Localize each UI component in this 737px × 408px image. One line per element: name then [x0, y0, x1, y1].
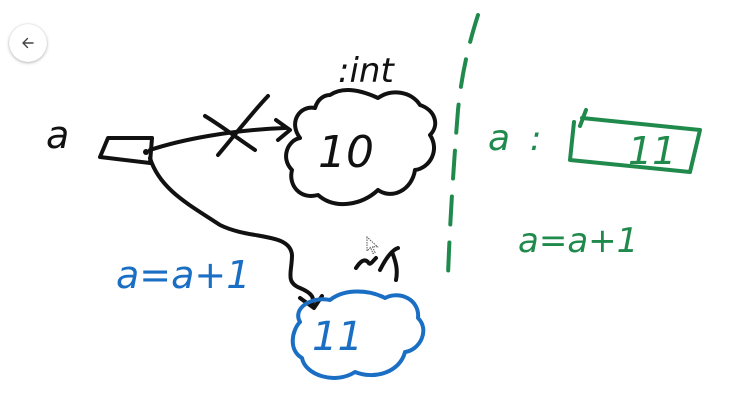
value-cloud-blue: [290, 289, 426, 380]
int-cloud: [284, 87, 438, 207]
back-button[interactable]: [9, 24, 47, 62]
green-value-label: 11: [628, 129, 676, 173]
green-divider: [446, 13, 480, 277]
type-label-int: :int: [338, 51, 395, 91]
new-int-label: [354, 246, 400, 282]
blue-statement-label: a=a+1: [116, 253, 250, 297]
variable-name-label: a: [46, 113, 69, 157]
green-value-box: [568, 108, 702, 174]
variable-box: [98, 136, 154, 165]
green-statement-label: a=a+1: [518, 221, 638, 261]
new-value-label: 11: [312, 314, 363, 360]
arrow-left-icon: [22, 37, 34, 49]
old-value-label: 10: [318, 127, 374, 178]
mouse-cursor-icon: [366, 236, 379, 255]
crossed-arrow: [148, 94, 292, 157]
green-variable-label: a: [488, 118, 510, 159]
green-colon-label: :: [530, 119, 541, 159]
